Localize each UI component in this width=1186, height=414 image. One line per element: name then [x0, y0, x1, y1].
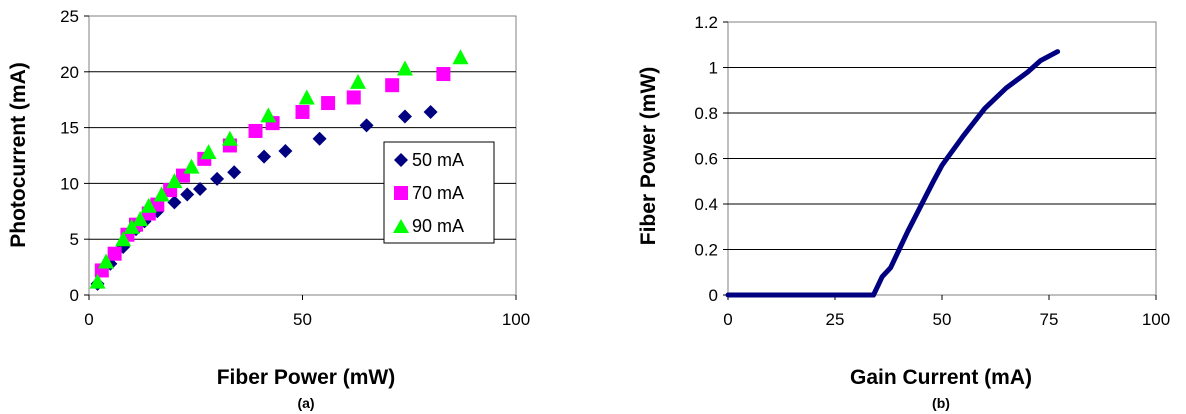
legend-label-90ma: 90 mA	[412, 216, 464, 236]
legend-entry-90ma: 90 mA	[393, 216, 464, 236]
data-point-70ma	[295, 104, 310, 119]
data-point-90ma	[166, 173, 183, 189]
data-point-90ma	[140, 197, 157, 213]
data-point-90ma	[260, 107, 277, 123]
data-point-70ma	[248, 123, 263, 138]
panel-caption-b: (b)	[932, 395, 950, 411]
panel-caption-a: (a)	[297, 395, 314, 411]
data-point-90ma	[123, 218, 140, 234]
data-point-90ma	[153, 186, 170, 202]
y-tick-label: 0.8	[694, 104, 718, 123]
y-tick-label: 1	[709, 59, 718, 78]
legend-label-50ma: 50 mA	[412, 150, 464, 170]
y-tick-label: 0.4	[694, 195, 718, 214]
data-point-90ma	[183, 158, 200, 174]
gridlines-b	[728, 67, 1156, 250]
legend-triangle-icon	[393, 219, 409, 233]
y-tick-label: 25	[60, 7, 79, 26]
data-point-50ma	[167, 195, 182, 210]
legend-square-icon	[394, 186, 408, 200]
legend-entry-50ma: 50 mA	[394, 150, 464, 170]
data-point-70ma	[436, 67, 451, 82]
y-tick-label: 20	[60, 63, 79, 82]
data-point-50ma	[227, 165, 242, 180]
y-tick-label: 0.6	[694, 150, 718, 169]
data-point-50ma	[312, 131, 327, 146]
x-tick-label: 0	[723, 310, 732, 329]
x-tick-label: 25	[826, 310, 845, 329]
y-tick-labels-a: 0 5 10 15 20 25	[60, 7, 89, 305]
legend-label-70ma: 70 mA	[412, 183, 464, 203]
data-point-50ma	[359, 118, 374, 133]
x-tick-labels-a: 0 50 100	[84, 295, 530, 329]
data-line-b	[725, 49, 1061, 298]
y-axis-title-b: Fiber Power (mW)	[637, 67, 660, 246]
x-tick-label: 50	[293, 310, 312, 329]
data-point-50ma	[193, 181, 208, 196]
data-point-50ma	[278, 144, 293, 159]
x-tick-labels-b: 0 25 50 75 100	[723, 295, 1170, 329]
y-tick-label: 5	[70, 230, 79, 249]
data-point-90ma	[350, 73, 367, 89]
series-line	[725, 49, 1061, 298]
data-point-50ma	[210, 171, 225, 186]
y-tick-label: 0	[70, 286, 79, 305]
data-point-50ma	[257, 149, 272, 164]
y-tick-label: 0	[709, 286, 718, 305]
y-tick-label: 1.2	[694, 13, 718, 32]
data-point-70ma	[321, 96, 336, 111]
x-tick-label: 100	[1142, 310, 1170, 329]
data-point-50ma	[180, 187, 195, 202]
legend-diamond-icon	[394, 153, 408, 167]
data-point-50ma	[423, 104, 438, 119]
x-tick-label: 100	[502, 310, 530, 329]
x-tick-label: 0	[84, 310, 93, 329]
data-point-50ma	[397, 109, 412, 124]
data-point-90ma	[132, 211, 149, 227]
data-points-a	[89, 49, 469, 291]
y-tick-label: 15	[60, 119, 79, 138]
data-point-90ma	[115, 231, 132, 247]
data-point-90ma	[221, 130, 238, 146]
y-axis-title-a: Photocurrent (mA)	[7, 62, 30, 248]
y-tick-label: 10	[60, 174, 79, 193]
data-point-90ma	[298, 89, 315, 105]
data-point-90ma	[396, 60, 413, 76]
data-point-90ma	[200, 144, 217, 160]
x-axis-title-a: Fiber Power (mW)	[217, 366, 396, 389]
data-point-90ma	[89, 273, 106, 289]
x-tick-label: 50	[933, 310, 952, 329]
chart-panel-b: 0 0.2 0.4 0.6 0.8 1 1.2 0 25 50 75 100 Fiber Power…	[637, 13, 1170, 411]
chart-panel-a: 0 5 10 15 20 25 0 50 100 50 mA 70 mA 90 mA Phot…	[7, 7, 530, 411]
legend-entry-70ma: 70 mA	[394, 183, 464, 203]
data-point-90ma	[98, 253, 115, 269]
x-axis-title-b: Gain Current (mA)	[850, 366, 1032, 389]
data-point-70ma	[346, 90, 361, 105]
data-point-70ma	[385, 78, 400, 93]
y-tick-labels-b: 0 0.2 0.4 0.6 0.8 1 1.2	[694, 13, 728, 305]
y-tick-label: 0.2	[694, 241, 718, 260]
x-tick-label: 75	[1040, 310, 1059, 329]
data-point-70ma	[107, 246, 122, 261]
legend-a: 50 mA 70 mA 90 mA	[383, 141, 495, 244]
data-point-90ma	[452, 49, 469, 65]
